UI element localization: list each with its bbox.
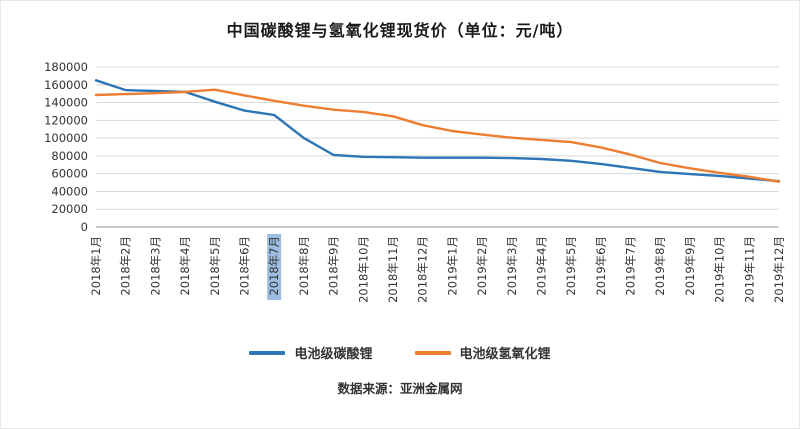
x-tick-label: 2019年2月 [475, 236, 489, 296]
x-label-highlight [267, 234, 282, 300]
legend-item-hydroxide: 电池级氢氧化锂 [414, 343, 551, 362]
x-tick-label: 2019年10月 [713, 236, 727, 303]
legend-label-carbonate: 电池级碳酸锂 [294, 347, 373, 362]
price-line-chart: 0 20000 40000 60000 80000 100000 120000 140000 1… [44, 60, 786, 303]
x-tick: 2018年2月 [119, 236, 133, 296]
y-tick-label: 100000 [44, 131, 88, 145]
x-tick: 2018年9月 [327, 236, 341, 296]
x-tick: 2018年5月 [208, 236, 222, 296]
x-tick: 2018年6月 [238, 236, 252, 296]
x-tick-label: 2018年3月 [148, 236, 162, 296]
y-tick-label: 40000 [51, 184, 88, 198]
x-tick-label: 2018年10月 [356, 236, 370, 303]
x-tick: 2019年9月 [683, 236, 697, 296]
x-tick-label: 2019年3月 [505, 236, 519, 296]
x-tick: 2019年3月 [505, 236, 519, 296]
y-tick-label: 60000 [51, 167, 88, 181]
x-tick-label: 2018年2月 [119, 236, 133, 296]
x-tick-label: 2018年12月 [416, 236, 430, 303]
x-tick-label: 2019年5月 [564, 236, 578, 296]
x-tick-label: 2019年6月 [594, 236, 608, 296]
x-tick: 2019年12月 [772, 236, 786, 303]
x-tick-label: 2019年1月 [445, 236, 459, 296]
x-tick-label: 2019年4月 [534, 236, 548, 296]
x-tick-label: 2019年7月 [624, 236, 638, 296]
legend-item-carbonate: 电池级碳酸锂 [249, 343, 373, 362]
x-tick: 2018年7月 [267, 234, 281, 300]
y-tick-label: 20000 [51, 202, 88, 216]
carbonate-line-swatch-icon [249, 350, 286, 355]
y-tick-label: 140000 [44, 96, 88, 110]
series-line-battery-grade-lithium-hydroxide [94, 88, 781, 183]
x-tick-label: 2018年7月 [267, 236, 281, 296]
x-tick-label: 2018年11月 [386, 236, 400, 303]
x-tick-label: 2019年8月 [653, 236, 667, 296]
x-tick-label: 2018年8月 [297, 236, 311, 296]
x-tick-label: 2018年4月 [178, 236, 192, 296]
x-tick: 2019年8月 [653, 236, 667, 296]
legend-label-hydroxide: 电池级氢氧化锂 [459, 347, 551, 362]
hydroxide-line-swatch-icon [414, 350, 451, 355]
x-tick-label: 2018年5月 [208, 236, 222, 296]
x-tick: 2018年10月 [356, 236, 370, 303]
x-tick: 2019年11月 [742, 236, 756, 303]
x-tick: 2018年12月 [416, 236, 430, 303]
y-tick-label: 0 [81, 220, 88, 234]
x-tick: 2019年2月 [475, 236, 489, 296]
y-tick-label: 180000 [44, 60, 88, 74]
x-tick: 2018年11月 [386, 236, 400, 303]
x-tick: 2019年6月 [594, 236, 608, 296]
chart-title: 中国碳酸锂与氢氧化锂现货价（单位：元/吨） [226, 21, 574, 40]
x-tick: 2019年1月 [445, 236, 459, 296]
y-tick-label: 160000 [44, 78, 88, 92]
x-tick: 2018年4月 [178, 236, 192, 296]
legend: 电池级碳酸锂 电池级氢氧化锂 [1, 343, 799, 362]
x-tick: 2018年8月 [297, 236, 311, 296]
x-tick: 2018年3月 [148, 236, 162, 296]
x-tick-label: 2018年1月 [89, 236, 103, 296]
x-tick: 2018年1月 [89, 236, 103, 296]
y-tick-label: 120000 [44, 113, 88, 127]
series-line-battery-grade-lithium-carbonate [94, 79, 781, 183]
x-tick-label: 2019年11月 [742, 236, 756, 303]
x-tick: 2019年10月 [713, 236, 727, 303]
x-tick-label: 2018年6月 [238, 236, 252, 296]
x-tick-label: 2018年9月 [327, 236, 341, 296]
data-source: 数据来源：亚洲金属网 [337, 381, 463, 396]
x-tick-label: 2019年12月 [772, 236, 786, 303]
y-tick-label: 80000 [51, 149, 88, 163]
x-tick: 2019年5月 [564, 236, 578, 296]
x-tick-label: 2019年9月 [683, 236, 697, 296]
x-tick: 2019年4月 [534, 236, 548, 296]
x-tick: 2019年7月 [624, 236, 638, 296]
